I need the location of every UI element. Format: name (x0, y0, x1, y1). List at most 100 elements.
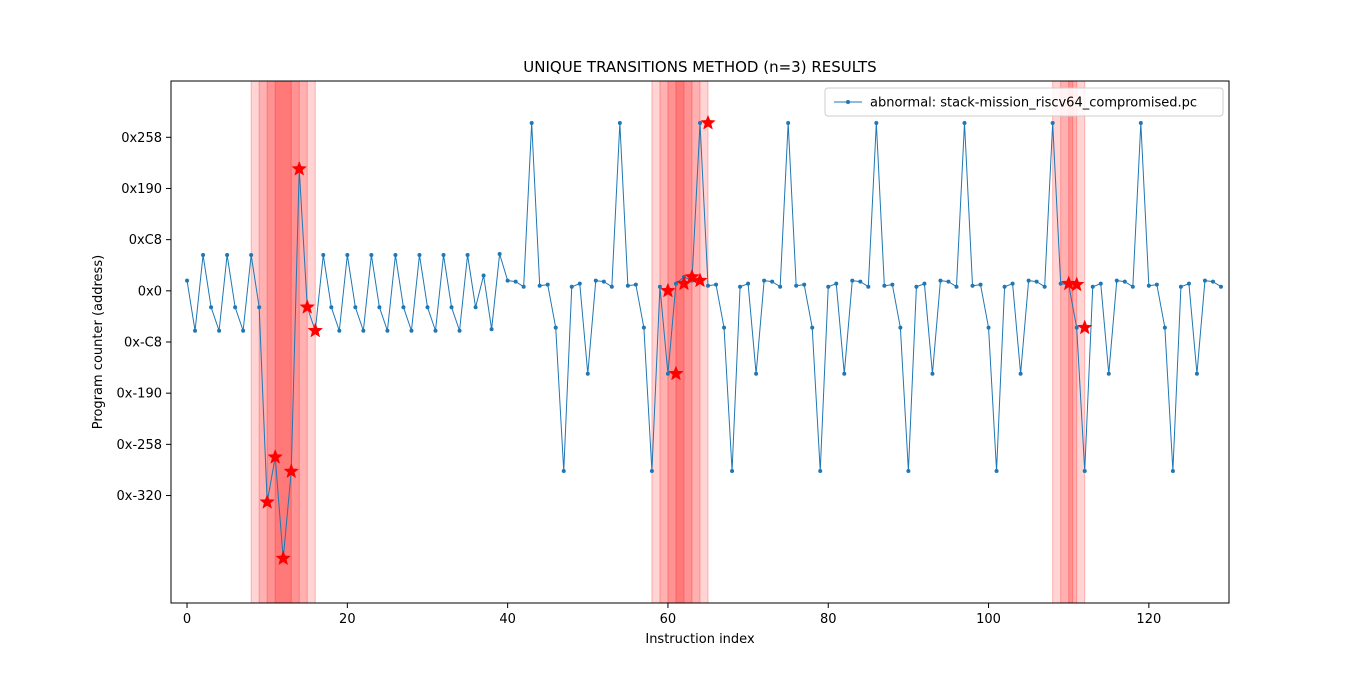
series-point (1146, 283, 1151, 288)
series-point (585, 371, 590, 376)
series-point (241, 328, 246, 333)
series-point (914, 284, 919, 289)
series-point (770, 279, 775, 284)
y-tick-label: 0x-190 (117, 387, 162, 402)
x-tick-label: 100 (976, 612, 1001, 627)
y-tick-label: 0x-320 (117, 489, 162, 504)
series-point (1098, 281, 1103, 286)
series-point (730, 468, 735, 473)
series-point (377, 305, 382, 310)
x-tick-label: 60 (660, 612, 677, 627)
series-point (1090, 284, 1095, 289)
series-point (762, 278, 767, 283)
series-point (882, 283, 887, 288)
anomaly-band (275, 81, 292, 603)
series-point (946, 279, 951, 284)
x-axis-title: Instruction index (645, 632, 755, 647)
series-point (970, 283, 975, 288)
series-point (1074, 325, 1079, 330)
series-point (321, 253, 326, 257)
anomaly-star (307, 322, 324, 338)
series-point (401, 305, 406, 310)
series-point (545, 282, 550, 287)
anomaly-star (700, 114, 716, 130)
series-layer (185, 120, 1223, 561)
series-point (201, 253, 206, 257)
series-point (577, 281, 582, 286)
anomaly-band (1068, 81, 1073, 603)
series-point (874, 120, 879, 125)
series-point (473, 305, 478, 310)
series-point (1050, 120, 1055, 125)
series-point (633, 282, 638, 287)
series-point (890, 282, 895, 287)
series-point (385, 328, 390, 333)
series-point (225, 253, 230, 257)
series-point (673, 281, 678, 286)
series-point (706, 283, 711, 288)
series-point (553, 325, 558, 330)
series-point (978, 282, 983, 287)
series-point (802, 282, 807, 287)
anomaly-star (291, 160, 308, 176)
y-tick-label: 0xC8 (129, 233, 162, 248)
series-point (249, 253, 254, 257)
series-point (1218, 284, 1223, 289)
anomaly-star (692, 272, 708, 288)
series-point (1122, 279, 1127, 284)
series-point (361, 328, 366, 333)
series-point (1106, 371, 1111, 376)
series-point (505, 278, 510, 283)
series-point (1130, 284, 1135, 289)
series-point (1178, 284, 1183, 289)
series-point (433, 328, 438, 333)
series-point (1082, 468, 1087, 473)
series-point (1210, 279, 1215, 284)
anomaly-star (267, 448, 283, 464)
series-point (625, 283, 630, 288)
chart-title: UNIQUE TRANSITIONS METHOD (n=3) RESULTS (523, 58, 876, 76)
legend-box (824, 87, 1224, 117)
series-point (1002, 284, 1007, 289)
series-point (1162, 325, 1167, 330)
x-axis: 0 20 40 60 80 100 120 (183, 603, 1161, 627)
series-point (794, 283, 799, 288)
anomaly-star (684, 268, 700, 284)
y-axis: 0x258 0x190 0xC8 0x0 0x-C8 0x-190 0x-258 0x-320 (117, 131, 171, 504)
x-tick-label: 120 (1136, 612, 1161, 627)
series-point (754, 371, 759, 376)
series-point (1194, 371, 1199, 376)
series-point (641, 325, 646, 330)
y-tick-label: 0x-C8 (124, 336, 162, 351)
series-point (209, 305, 214, 310)
series-point (826, 284, 831, 289)
series-point (489, 327, 494, 332)
y-axis-title: Program counter (address) (91, 255, 106, 429)
series-point (1058, 281, 1063, 286)
anomaly-band (667, 81, 692, 603)
series-point (954, 284, 959, 289)
series-point (922, 281, 927, 286)
series-point (834, 281, 839, 286)
anomaly-star (660, 282, 676, 298)
series-point (938, 278, 943, 283)
series-point (193, 328, 198, 333)
series-point (481, 273, 486, 278)
series-point (337, 328, 342, 333)
series-point (329, 305, 334, 310)
series-point (345, 253, 350, 257)
series-point (1170, 468, 1175, 473)
series-point (561, 468, 566, 473)
series-point (898, 325, 903, 330)
series-point (746, 281, 751, 286)
series-point (1202, 278, 1207, 283)
series-point (617, 120, 622, 125)
series-point (698, 120, 702, 125)
anomaly-band (651, 81, 709, 603)
y-tick-label: 0x0 (138, 284, 162, 299)
series-point (393, 253, 398, 257)
anomaly-star (1068, 276, 1085, 292)
series-point (1154, 282, 1159, 287)
series-point (994, 468, 999, 473)
